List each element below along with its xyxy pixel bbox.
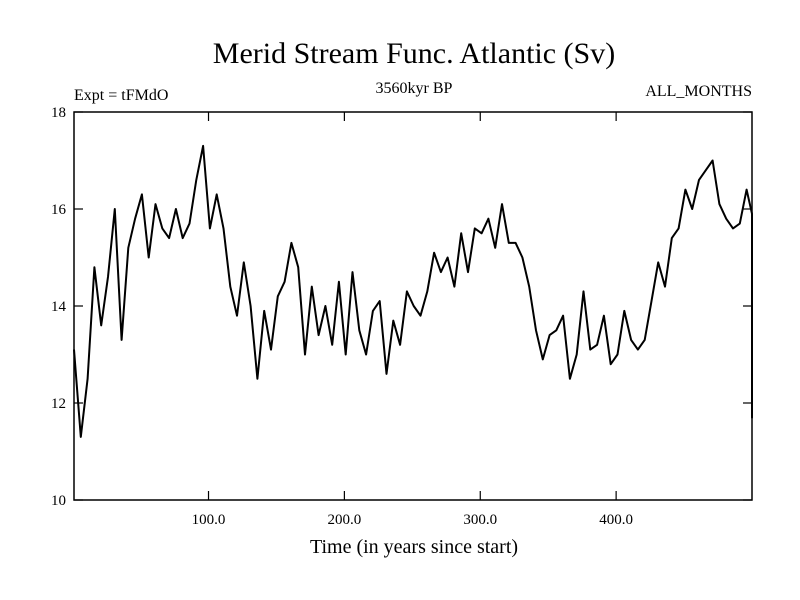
x-tick-label: 200.0 [328,512,362,528]
x-tick-label: 100.0 [192,512,226,528]
period-label: 3560kyr BP [376,80,453,97]
y-tick-label: 14 [51,299,67,315]
series-line [73,144,753,438]
y-axis: 10 12 14 16 18 [51,105,752,509]
x-axis: 100.0 200.0 300.0 400.0 [192,112,633,528]
y-tick-label: 12 [51,396,66,412]
x-tick-label: 400.0 [599,512,633,528]
y-tick-label: 18 [51,105,66,121]
y-tick-label: 10 [51,493,66,509]
x-tick-label: 300.0 [463,512,497,528]
y-tick-label: 16 [51,202,67,218]
x-axis-label: Time (in years since start) [310,536,518,558]
chart-title: Merid Stream Func. Atlantic (Sv) [213,37,615,70]
experiment-label: Expt = tFMdO [74,87,168,104]
months-label: ALL_MONTHS [645,83,752,100]
